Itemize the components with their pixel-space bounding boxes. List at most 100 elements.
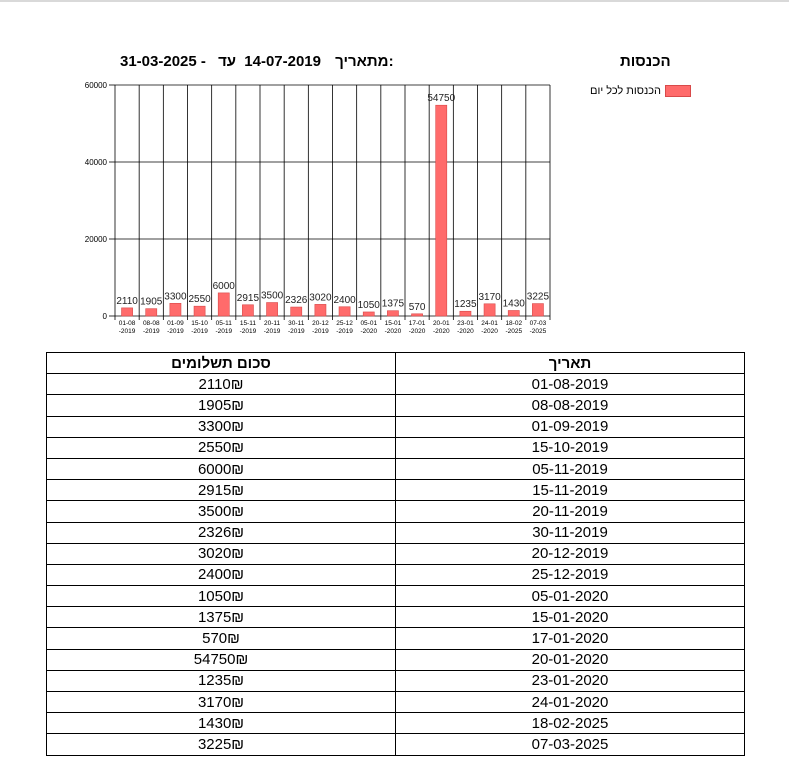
table-row: 2110₪ 01-08-2019 <box>46 373 745 396</box>
date-cell: 20-11-2019 <box>395 500 745 523</box>
table-row: 2915₪ 15-11-2019 <box>46 479 745 502</box>
x-tick-label: -2019 <box>288 328 305 335</box>
bar <box>169 302 182 317</box>
x-tick-label: -2020 <box>360 328 377 335</box>
payments-table: סכום תשלומים תאריך 2110₪ 01-08-2019 1905₪ 0… <box>46 351 745 756</box>
x-tick-label: -2020 <box>385 328 402 335</box>
x-tick-label: -2019 <box>143 328 160 335</box>
page-title: הכנסות <box>620 53 671 70</box>
amount-cell: 3225₪ <box>46 733 396 756</box>
x-tick-label: 15-11 <box>240 320 257 327</box>
bar-value-label: 54750 <box>427 93 455 104</box>
date-cell: 07-03-2025 <box>395 733 745 756</box>
amount-cell: 3500₪ <box>46 500 396 523</box>
x-tick-label: 30-11 <box>288 320 305 327</box>
table-row: 54750₪ 20-01-2020 <box>46 648 745 671</box>
amount-cell: 1235₪ <box>46 669 396 693</box>
bar <box>435 104 448 317</box>
table-row: 3300₪ 01-09-2019 <box>46 415 745 438</box>
table-row: 1235₪ 23-01-2020 <box>46 669 745 693</box>
date-cell: 05-11-2019 <box>395 457 745 481</box>
date-cell: 24-01-2020 <box>395 690 745 714</box>
table-header-row: סכום תשלומים תאריך <box>46 351 745 375</box>
legend-label: הכנסות לכל יום <box>590 85 661 97</box>
date-cell: 15-11-2019 <box>395 479 745 502</box>
date-cell: 01-09-2019 <box>395 415 745 438</box>
x-tick-label: -2020 <box>481 328 498 335</box>
x-tick-label: 20-11 <box>264 320 281 327</box>
bar <box>266 302 278 317</box>
table-body: 2110₪ 01-08-2019 1905₪ 08-08-2019 3300₪ 01-09… <box>46 373 745 756</box>
date-range-to-label: עד <box>218 53 237 70</box>
amount-cell: 6000₪ <box>46 457 396 481</box>
legend-swatch <box>664 85 691 97</box>
bar-value-label: 3300 <box>164 291 187 302</box>
x-tick-label: 01-09 <box>167 320 184 327</box>
bar-value-label: 2550 <box>188 294 211 305</box>
amount-cell: 570₪ <box>46 627 396 650</box>
x-tick-label: -2019 <box>336 328 353 335</box>
y-tick-label: 0 <box>103 312 108 321</box>
date-cell: 18-02-2025 <box>395 712 745 735</box>
amount-cell: 2326₪ <box>46 521 396 544</box>
date-range-from-label: מתאריך: <box>335 53 394 70</box>
date-range-to: 31-03-2025 <box>120 53 197 70</box>
table-row: 3020₪ 20-12-2019 <box>46 542 745 565</box>
date-cell: 30-11-2019 <box>395 521 745 544</box>
amount-cell: 3020₪ <box>46 542 396 565</box>
bar <box>145 308 158 317</box>
amount-cell: 2110₪ <box>46 373 396 396</box>
date-cell: 05-01-2020 <box>395 585 745 608</box>
table-row: 1430₪ 18-02-2025 <box>46 712 745 735</box>
table-row: 1050₪ 05-01-2020 <box>46 585 745 608</box>
bar-value-label: 6000 <box>213 281 236 292</box>
x-tick-label: 05-01 <box>360 320 377 327</box>
bar-value-label: 1050 <box>358 300 381 311</box>
x-tick-label: 25-12 <box>336 320 353 327</box>
table-row: 6000₪ 05-11-2019 <box>46 457 745 481</box>
bar-value-label: 2326 <box>285 295 308 306</box>
x-tick-label: 01-08 <box>119 320 136 327</box>
bar-value-label: 1430 <box>503 298 526 309</box>
bar-value-label: 3500 <box>261 291 284 302</box>
bar-value-label: 1905 <box>140 297 163 308</box>
amount-cell: 1430₪ <box>46 712 396 735</box>
date-cell: 23-01-2020 <box>395 669 745 693</box>
amount-cell: 54750₪ <box>46 648 396 671</box>
bar <box>532 303 544 317</box>
x-tick-label: 23-01 <box>457 320 474 327</box>
bar <box>193 305 206 317</box>
bar-chart: 0200004000060000211001-08-2019190508-08-… <box>85 81 551 335</box>
y-tick-label: 40000 <box>85 158 108 167</box>
amount-cell: 1905₪ <box>46 394 396 417</box>
table-row: 2400₪ 25-12-2019 <box>46 563 745 587</box>
table-row: 3225₪ 07-03-2025 <box>46 733 745 756</box>
date-range-from: 14-07-2019 <box>244 53 321 70</box>
date-cell: 17-01-2020 <box>395 627 745 650</box>
x-tick-label: 07-03 <box>530 320 547 327</box>
chart-legend: הכנסות לכל יום <box>590 85 695 97</box>
bar-value-label: 2110 <box>116 296 138 307</box>
date-cell: 15-10-2019 <box>395 436 745 459</box>
bar-value-label: 1375 <box>382 299 405 310</box>
bar <box>507 310 520 317</box>
table-row: 1375₪ 15-01-2020 <box>46 606 745 629</box>
bar <box>459 310 472 317</box>
x-tick-label: 15-10 <box>191 320 208 327</box>
x-tick-label: 18-02 <box>505 320 522 327</box>
x-tick-label: -2025 <box>530 328 547 335</box>
date-cell: 25-12-2019 <box>395 563 745 587</box>
bar-value-label: 3020 <box>309 292 332 303</box>
date-cell: 08-08-2019 <box>395 394 745 417</box>
bar <box>290 306 303 317</box>
date-column-header: תאריך <box>395 351 745 375</box>
bar <box>121 307 133 317</box>
date-cell: 20-12-2019 <box>395 542 745 565</box>
bar-value-label: 2915 <box>237 293 260 304</box>
x-tick-label: -2020 <box>409 328 426 335</box>
bar <box>338 306 351 317</box>
x-tick-label: -2019 <box>240 328 257 335</box>
x-tick-label: -2020 <box>433 328 450 335</box>
bar <box>242 304 254 317</box>
top-rule <box>0 0 789 2</box>
